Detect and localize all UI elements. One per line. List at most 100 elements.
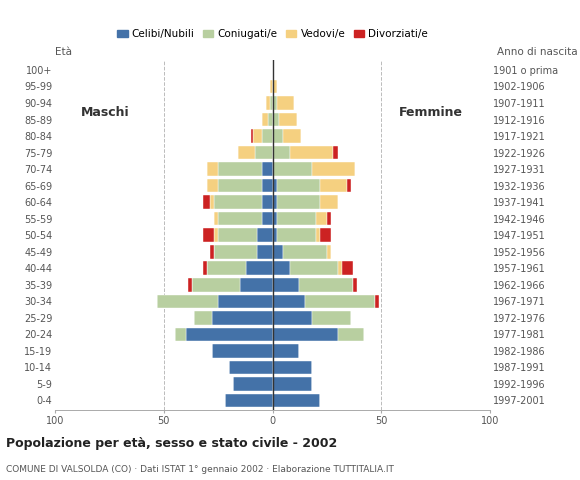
Bar — [212, 344, 273, 358]
Bar — [188, 278, 192, 291]
Text: Popolazione per età, sesso e stato civile - 2002: Popolazione per età, sesso e stato civil… — [6, 437, 337, 450]
Bar — [203, 262, 207, 275]
Bar — [277, 195, 320, 209]
Text: Anno di nascita: Anno di nascita — [496, 47, 577, 57]
Bar — [277, 96, 294, 110]
Bar — [273, 80, 277, 93]
Bar — [209, 245, 214, 259]
Text: Età: Età — [55, 47, 72, 57]
Bar — [175, 327, 186, 341]
Bar — [218, 179, 262, 192]
Bar — [218, 228, 258, 242]
Bar — [238, 146, 255, 159]
Bar — [346, 179, 351, 192]
Bar — [209, 195, 214, 209]
Bar — [320, 228, 331, 242]
Bar — [273, 295, 305, 308]
Bar — [342, 262, 353, 275]
Bar — [334, 146, 338, 159]
Bar — [262, 212, 273, 226]
Text: Maschi: Maschi — [81, 106, 130, 119]
Bar — [224, 394, 273, 407]
Bar — [212, 311, 273, 324]
Bar — [273, 162, 311, 176]
Bar — [270, 96, 273, 110]
Bar — [157, 295, 218, 308]
Bar — [203, 228, 214, 242]
Bar — [186, 327, 273, 341]
Bar — [262, 195, 273, 209]
Bar — [253, 129, 262, 143]
Bar — [207, 179, 218, 192]
Bar — [273, 113, 279, 126]
Bar — [262, 113, 268, 126]
Bar — [279, 113, 296, 126]
Bar — [240, 278, 273, 291]
Bar — [192, 278, 240, 291]
Bar — [273, 179, 277, 192]
Bar — [327, 245, 331, 259]
Bar — [229, 360, 273, 374]
Bar — [218, 212, 262, 226]
Bar — [311, 311, 351, 324]
Text: Femmine: Femmine — [398, 106, 463, 119]
Text: COMUNE DI VALSOLDA (CO) · Dati ISTAT 1° gennaio 2002 · Elaborazione TUTTITALIA.I: COMUNE DI VALSOLDA (CO) · Dati ISTAT 1° … — [6, 465, 394, 474]
Bar — [273, 212, 277, 226]
Bar — [218, 162, 262, 176]
Bar — [273, 311, 311, 324]
Bar — [251, 129, 253, 143]
Bar — [320, 179, 346, 192]
Bar — [262, 179, 273, 192]
Bar — [214, 245, 258, 259]
Bar — [277, 212, 316, 226]
Bar — [203, 195, 209, 209]
Bar — [273, 360, 311, 374]
Bar — [207, 262, 246, 275]
Bar — [273, 262, 290, 275]
Bar — [353, 278, 357, 291]
Bar — [273, 344, 299, 358]
Bar — [273, 377, 311, 391]
Bar — [277, 228, 316, 242]
Bar — [258, 228, 273, 242]
Bar — [262, 129, 273, 143]
Bar — [273, 245, 284, 259]
Bar — [273, 129, 284, 143]
Bar — [284, 129, 301, 143]
Bar — [246, 262, 273, 275]
Bar — [233, 377, 273, 391]
Bar — [316, 228, 320, 242]
Bar — [194, 311, 212, 324]
Bar — [290, 262, 338, 275]
Bar — [255, 146, 273, 159]
Bar — [375, 295, 379, 308]
Bar — [258, 245, 273, 259]
Bar — [320, 195, 338, 209]
Bar — [311, 162, 355, 176]
Bar — [214, 212, 218, 226]
Bar — [284, 245, 327, 259]
Bar — [273, 278, 299, 291]
Bar — [268, 113, 273, 126]
Bar — [299, 278, 353, 291]
Bar — [218, 295, 273, 308]
Bar — [338, 327, 364, 341]
Bar — [207, 162, 218, 176]
Bar — [262, 162, 273, 176]
Bar — [273, 195, 277, 209]
Bar — [327, 212, 331, 226]
Bar — [266, 96, 270, 110]
Bar — [277, 179, 320, 192]
Legend: Celibi/Nubili, Coniugati/e, Vedovi/e, Divorziati/e: Celibi/Nubili, Coniugati/e, Vedovi/e, Di… — [113, 25, 432, 43]
Bar — [273, 96, 277, 110]
Bar — [214, 195, 262, 209]
Bar — [270, 80, 273, 93]
Bar — [316, 212, 327, 226]
Bar — [273, 394, 320, 407]
Bar — [214, 228, 218, 242]
Bar — [290, 146, 334, 159]
Bar — [273, 228, 277, 242]
Bar — [305, 295, 375, 308]
Bar — [273, 146, 290, 159]
Bar — [273, 327, 338, 341]
